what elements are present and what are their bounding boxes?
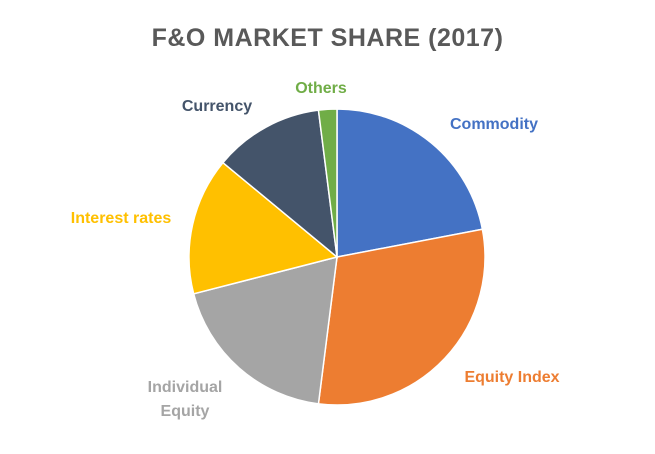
- slice-label: Individual Equity: [147, 379, 223, 420]
- slice-label: Others: [295, 80, 347, 97]
- chart-title: F&O MARKET SHARE (2017): [151, 24, 504, 52]
- pie-slice: [336, 108, 484, 258]
- pie-slice: [192, 255, 338, 405]
- pie-slice: [188, 161, 339, 295]
- pie-slice: [317, 228, 486, 406]
- slice-label: Currency: [181, 98, 253, 115]
- pie-slice: [221, 109, 338, 259]
- slice-label: Interest rates: [70, 210, 172, 227]
- slice-label: Equity Index: [464, 369, 560, 386]
- slice-label: Commodity: [450, 116, 538, 133]
- pie-slice: [317, 108, 338, 258]
